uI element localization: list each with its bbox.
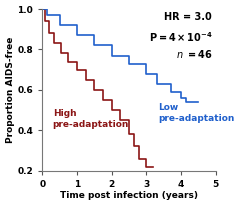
Text: $\it{n}$ $\mathbf{= 46}$: $\it{n}$ $\mathbf{= 46}$	[176, 48, 212, 60]
Text: HR = 3.0: HR = 3.0	[164, 12, 212, 22]
Text: $\mathbf{P = 4 \times 10^{-4}}$: $\mathbf{P = 4 \times 10^{-4}}$	[149, 30, 212, 44]
Y-axis label: Proportion AIDS-free: Proportion AIDS-free	[5, 37, 14, 143]
Text: High
pre-adaptation: High pre-adaptation	[53, 109, 129, 129]
X-axis label: Time post infection (years): Time post infection (years)	[60, 191, 198, 200]
Text: Low
pre-adaptation: Low pre-adaptation	[159, 103, 235, 123]
